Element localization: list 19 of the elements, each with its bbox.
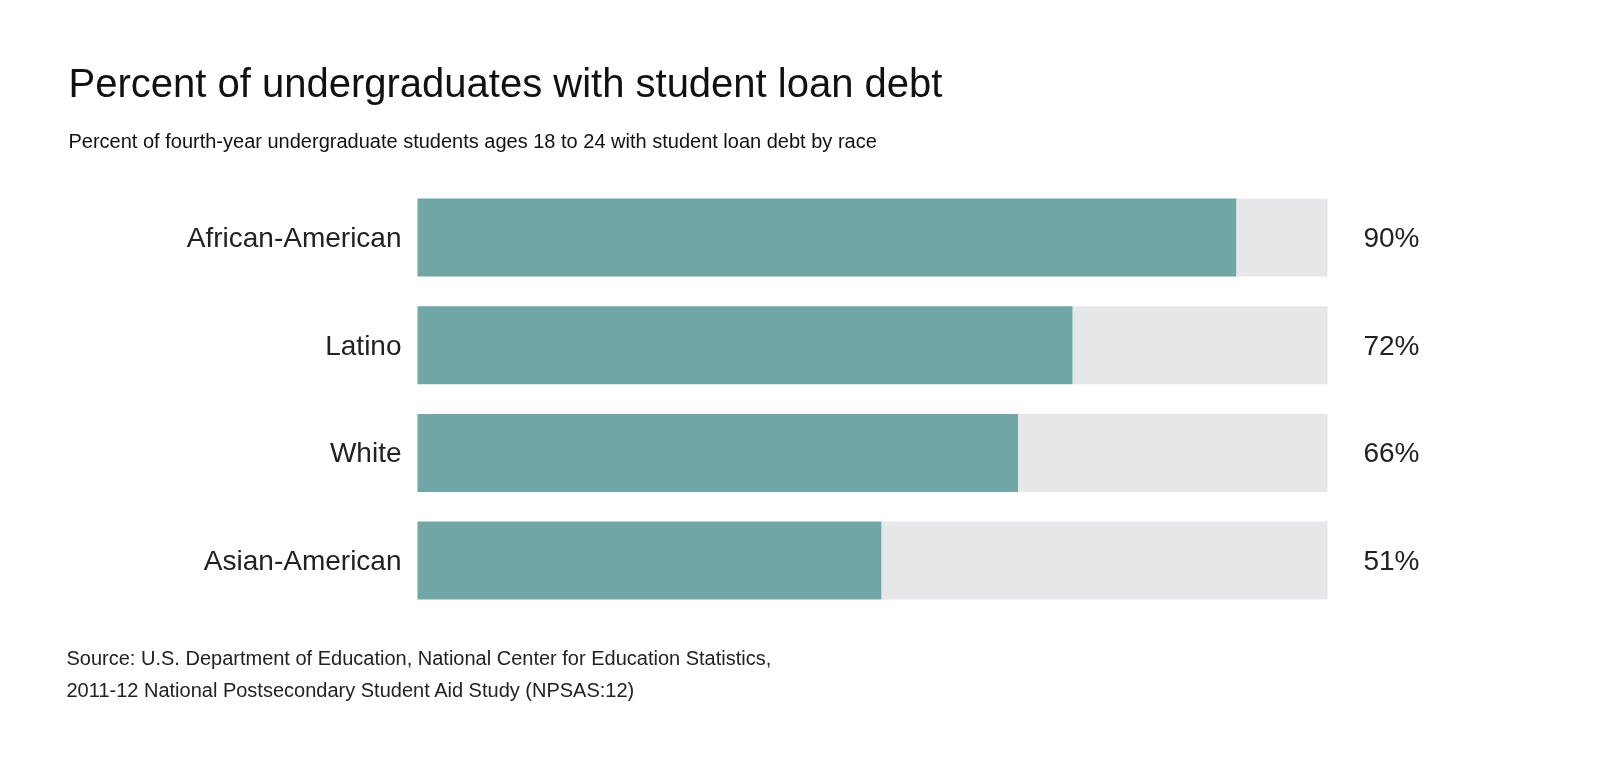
bar	[417, 306, 1073, 385]
y-tick-label: African-American	[186, 222, 402, 253]
bar	[1236, 198, 1328, 277]
bar	[881, 521, 1328, 600]
bar	[417, 198, 1237, 277]
chart-subtitle: Percent of fourth-year undergraduate students ages 18 to 24 with student loan debt by race	[68, 129, 877, 152]
data-label: 51%	[1363, 545, 1420, 577]
bar	[417, 413, 1019, 492]
chart-title: Percent of undergraduates with student loan debt	[68, 60, 943, 105]
y-tick-label: Asian-American	[203, 545, 402, 577]
data-label: 66%	[1363, 437, 1420, 469]
bar	[1018, 413, 1328, 492]
y-tick-label: White	[329, 437, 402, 469]
y-tick-label: Latino	[325, 329, 402, 361]
source-note: Source: U.S. Department of Education, National Center for Education Statistics, 2011-12 National Postsecondary Student Aid Study (NPSAS:12)	[66, 646, 772, 701]
bar	[417, 521, 882, 600]
bar	[1072, 306, 1328, 385]
data-label: 72%	[1363, 329, 1420, 361]
data-label: 90%	[1363, 222, 1420, 253]
